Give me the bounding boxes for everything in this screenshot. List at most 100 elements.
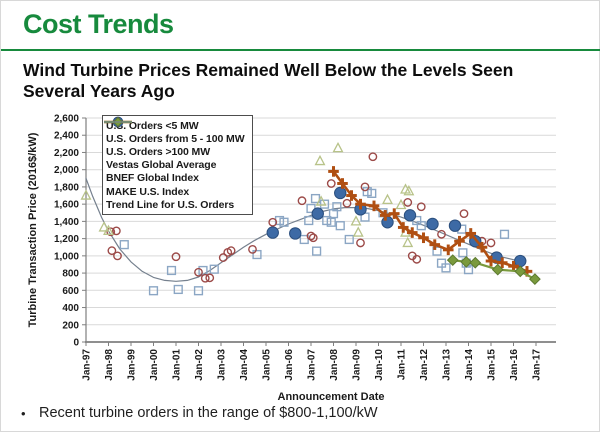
circle-marker	[306, 231, 316, 241]
triangle-marker	[402, 236, 414, 248]
legend-label: U.S. Orders from 5 - 100 MW	[106, 132, 245, 145]
y-tick-label: 1,000	[54, 251, 79, 262]
y-tick-label: 1,200	[54, 234, 79, 245]
x-axis-title: Announcement Date	[278, 391, 385, 403]
triangle-marker	[382, 193, 393, 204]
series-line	[85, 177, 524, 282]
square-marker	[319, 199, 330, 209]
square-marker	[335, 221, 345, 231]
y-tick-label: 1,400	[54, 217, 79, 228]
y-tick-label: 1,600	[54, 200, 79, 211]
legend-label: U.S. Orders >100 MW	[106, 145, 211, 158]
diamond-marker	[460, 255, 473, 268]
square-marker	[432, 246, 442, 256]
y-tick-label: 600	[62, 286, 79, 297]
triangle-marker	[98, 221, 110, 232]
bullet-marker: •	[21, 406, 26, 421]
bullet-point: • Recent turbine orders in the range of …	[21, 405, 378, 421]
x-tick-label: Jan-09	[352, 349, 363, 381]
chart-headline: Wind Turbine Prices Remained Well Below …	[23, 60, 589, 102]
circle-marker	[226, 246, 236, 256]
x-tick-label: Jan-17	[532, 349, 543, 381]
triangle-marker	[403, 185, 415, 196]
legend-item-trend-line-for-u-s-orders: Trend Line for U.S. Orders	[104, 121, 245, 211]
square-marker	[252, 249, 262, 260]
x-tick-label: Jan-99	[127, 349, 138, 381]
x-tick-label: Jan-01	[172, 349, 183, 381]
diamond-marker	[491, 263, 504, 276]
x-tick-label: Jan-10	[374, 349, 385, 381]
circle-marker	[268, 217, 278, 227]
square-marker	[499, 229, 510, 239]
x-tick-label: Jan-02	[194, 349, 205, 381]
square-marker	[344, 234, 354, 245]
square-marker	[310, 193, 321, 204]
dot-marker	[403, 209, 417, 222]
series-u-s-orders-100-mw	[119, 187, 510, 296]
dot-marker	[448, 219, 462, 232]
x-tick-label: Jan-05	[262, 349, 273, 381]
legend-label: BNEF Global Index	[106, 172, 199, 185]
square-marker	[148, 286, 159, 296]
circle-marker	[437, 229, 446, 239]
plot-svg: 0 200 400 600 800 1,000 1,200 1,400 1,600 1,800 2,…	[27, 114, 556, 403]
x-tick-label: Jan-00	[149, 349, 160, 381]
x-tick-label: Jan-12	[419, 349, 430, 381]
triangle-marker	[314, 154, 326, 166]
headline-line-1: Wind Turbine Prices Remained Well Below …	[23, 60, 514, 80]
square-marker	[119, 240, 129, 250]
triangle-marker	[332, 141, 344, 153]
legend-item-u-s-orders-100-mw: U.S. Orders >100 MW	[106, 117, 245, 158]
legend-item-u-s-orders-from-5-100-mw: U.S. Orders from 5 - 100 MW	[106, 118, 245, 145]
x-tick-label: Jan-04	[239, 349, 250, 381]
series-trend-line-for-u-s-orders	[85, 177, 524, 282]
square-marker	[299, 234, 309, 245]
circle-marker	[308, 233, 318, 243]
x-tick-label: Jan-16	[509, 349, 520, 381]
square-marker	[326, 217, 336, 227]
circle-marker	[171, 252, 181, 262]
square-marker	[312, 246, 322, 256]
y-tick-label: 2,200	[54, 148, 79, 159]
y-tick-label: 400	[62, 303, 79, 314]
circle-marker	[200, 273, 210, 283]
triangle-marker	[315, 195, 327, 206]
square-marker	[416, 221, 426, 231]
circle-marker	[368, 152, 378, 162]
square-marker	[458, 248, 468, 258]
dot-marker	[334, 186, 347, 200]
dot-marker	[289, 227, 302, 240]
circle-marker	[326, 179, 336, 188]
square-marker	[209, 264, 219, 274]
x-tick-label: Jan-97	[82, 349, 93, 381]
y-tick-label: 0	[73, 338, 79, 349]
y-tick-label: 2,600	[54, 114, 79, 125]
square-marker	[367, 188, 377, 198]
square-marker	[198, 265, 208, 276]
square-marker	[193, 286, 204, 296]
circle-marker	[218, 253, 228, 262]
circle-marker	[297, 196, 307, 206]
x-tick-label: Jan-07	[307, 349, 318, 381]
x-tick-label: Jan-15	[487, 349, 498, 381]
dot-marker	[381, 216, 394, 229]
square-marker	[332, 202, 342, 212]
square-marker	[463, 265, 474, 275]
legend-item-vestas-global-average: Vestas Global Average	[106, 116, 245, 172]
circle-marker	[111, 226, 121, 236]
chart: 0 200 400 600 800 1,000 1,200 1,400 1,600 1,800 2,…	[1, 106, 600, 406]
circle-marker	[107, 246, 117, 256]
legend-item-make-u-s-index: MAKE U.S. Index	[104, 116, 245, 198]
slide-title: Cost Trends	[23, 9, 174, 39]
y-tick-label: 800	[62, 269, 79, 280]
triangle-marker	[350, 215, 362, 226]
y-tick-label: 2,400	[54, 131, 79, 142]
x-tick-label: Jan-08	[329, 349, 340, 381]
y-tick-label: 2,000	[54, 165, 79, 176]
y-tick-label: 200	[62, 320, 79, 331]
series-bnef-global-index	[328, 166, 533, 277]
square-marker	[441, 263, 451, 273]
circle-marker	[106, 227, 116, 237]
legend-label: Vestas Global Average	[106, 159, 217, 172]
